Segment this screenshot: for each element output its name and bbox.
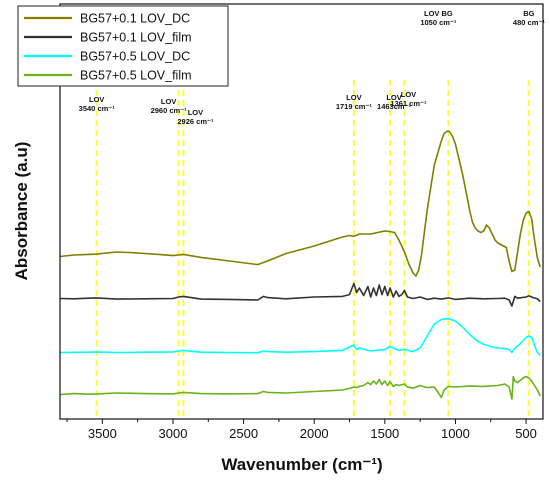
series-line-2 bbox=[59, 317, 541, 357]
marker-label-4: LOV bbox=[386, 93, 401, 102]
marker-label-3: LOV bbox=[346, 93, 361, 102]
marker-wavenumber-6: 1050 cm⁻¹ bbox=[420, 18, 457, 27]
marker-wavenumber-5: 1361 cm⁻¹ bbox=[390, 99, 427, 108]
marker-label-2: LOV bbox=[188, 108, 203, 117]
x-tick-label-6: 500 bbox=[515, 426, 537, 441]
marker-label-6: LOV BG bbox=[424, 9, 453, 18]
x-tick-label-3: 2000 bbox=[300, 426, 329, 441]
y-axis-title: Absorbance (a.u) bbox=[12, 142, 31, 281]
marker-label-7: BG bbox=[523, 9, 534, 18]
series-line-0 bbox=[59, 130, 541, 277]
x-tick-label-1: 3000 bbox=[159, 426, 188, 441]
marker-lines bbox=[95, 80, 530, 419]
marker-wavenumber-3: 1719 cm⁻¹ bbox=[336, 102, 373, 111]
legend-label-2: BG57+0.5 LOV_DC bbox=[80, 50, 190, 64]
marker-wavenumber-1: 2960 cm⁻¹ bbox=[151, 106, 188, 115]
marker-wavenumber-2: 2926 cm⁻¹ bbox=[177, 117, 214, 126]
series-line-1 bbox=[59, 282, 541, 307]
legend-label-0: BG57+0.1 LOV_DC bbox=[80, 12, 190, 26]
x-axis-title: Wavenumber (cm⁻¹) bbox=[221, 455, 382, 474]
x-ticks: 3500 3000 2500 2000 1500 1000 500 bbox=[66, 419, 537, 441]
marker-wavenumber-7: 480 cm⁻¹ bbox=[513, 18, 545, 27]
series-layer bbox=[59, 130, 541, 400]
x-tick-label-4: 1500 bbox=[370, 426, 399, 441]
legend-label-3: BG57+0.5 LOV_film bbox=[80, 69, 192, 83]
legend: BG57+0.1 LOV_DC BG57+0.1 LOV_film BG57+0.5… bbox=[17, 5, 229, 87]
x-tick-label-5: 1000 bbox=[441, 426, 470, 441]
marker-label-1: LOV bbox=[161, 97, 176, 106]
marker-label-0: LOV bbox=[89, 95, 104, 104]
marker-wavenumber-4: 1463cm⁻¹ bbox=[377, 102, 411, 111]
x-tick-label-2: 2500 bbox=[229, 426, 258, 441]
legend-box bbox=[17, 5, 229, 87]
marker-label-5: LOV bbox=[401, 90, 416, 99]
series-line-3 bbox=[59, 375, 541, 400]
legend-label-1: BG57+0.1 LOV_film bbox=[80, 31, 192, 45]
plot-frame bbox=[59, 3, 544, 420]
marker-wavenumber-0: 3540 cm⁻¹ bbox=[79, 104, 116, 113]
x-tick-label-0: 3500 bbox=[88, 426, 117, 441]
